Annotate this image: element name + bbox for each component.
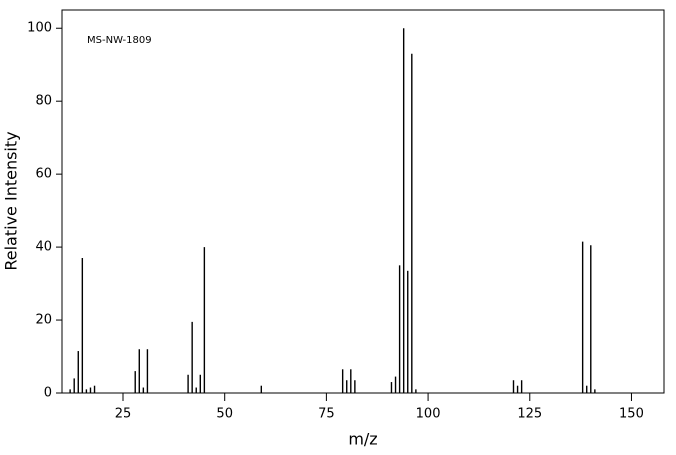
y-tick-label: 80 bbox=[35, 94, 52, 109]
x-tick-label: 25 bbox=[115, 407, 132, 422]
x-tick-label: 75 bbox=[318, 407, 335, 422]
x-tick-label: 125 bbox=[517, 407, 542, 422]
y-axis-title: Relative Intensity bbox=[2, 131, 21, 270]
y-tick-label: 60 bbox=[35, 167, 52, 182]
x-axis-title: m/z bbox=[348, 430, 377, 449]
y-tick-label: 0 bbox=[44, 386, 52, 401]
x-tick-label: 100 bbox=[416, 407, 441, 422]
x-tick-label: 50 bbox=[216, 407, 233, 422]
y-tick-label: 100 bbox=[27, 21, 52, 36]
annotation: MS-NW-1809 bbox=[87, 35, 152, 46]
y-tick-label: 20 bbox=[35, 313, 52, 328]
plot-frame bbox=[61, 9, 665, 394]
y-tick-label: 40 bbox=[35, 240, 52, 255]
x-tick-label: 150 bbox=[619, 407, 644, 422]
